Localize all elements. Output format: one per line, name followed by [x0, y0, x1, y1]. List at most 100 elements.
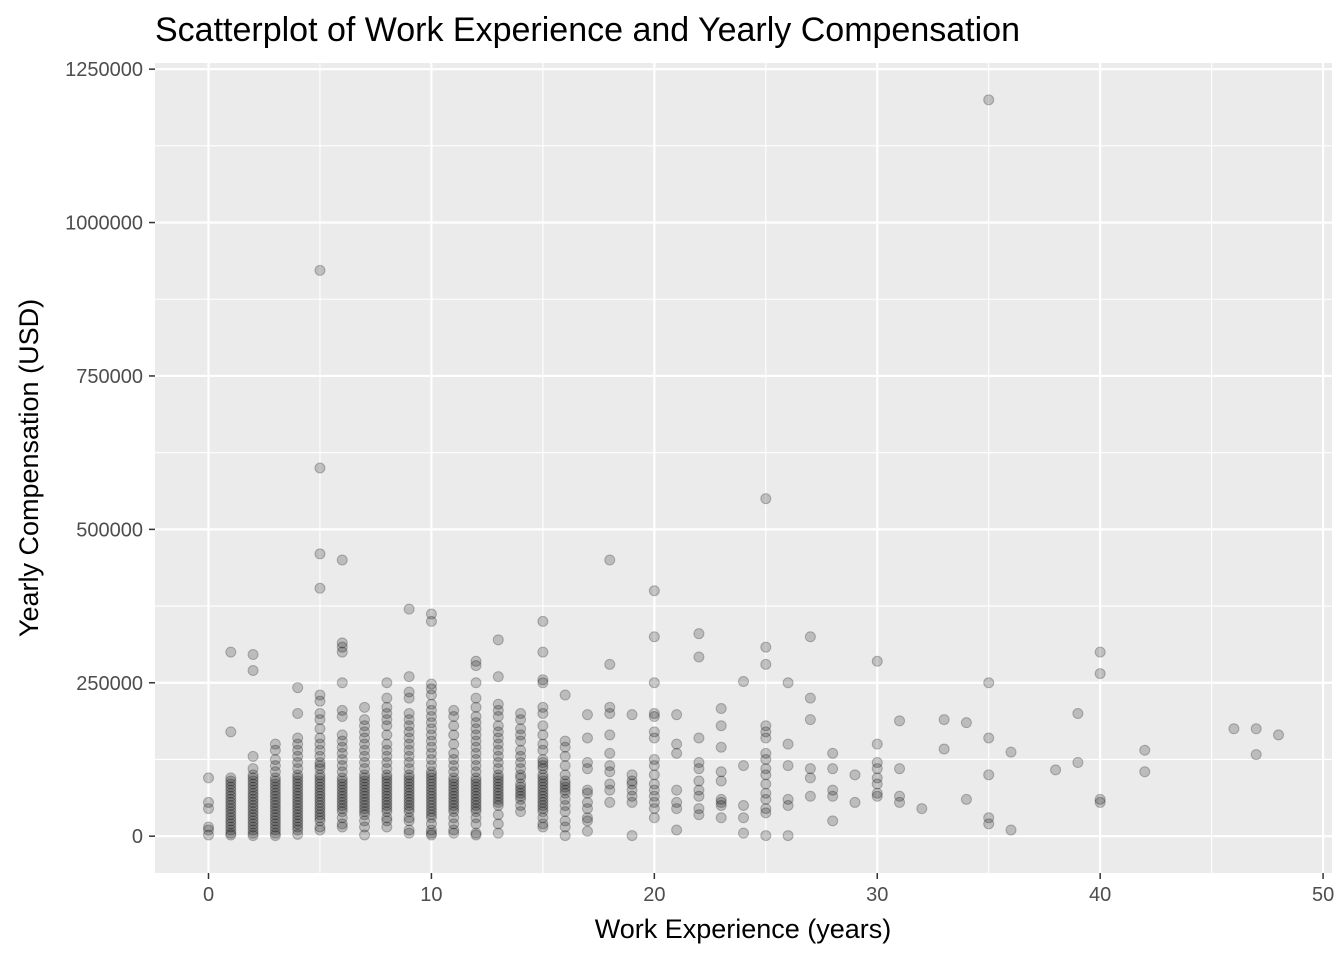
data-point: [247, 793, 259, 805]
data-point: [359, 803, 371, 815]
data-point: [381, 787, 393, 799]
data-point: [225, 812, 237, 824]
data-point: [247, 772, 259, 784]
data-point: [314, 707, 326, 719]
data-point: [359, 732, 371, 744]
data-point: [359, 829, 371, 841]
data-point: [314, 757, 326, 769]
data-point: [648, 711, 660, 723]
data-point: [425, 766, 437, 778]
chart-title: Scatterplot of Work Experience and Yearl…: [155, 11, 1020, 49]
data-point: [515, 787, 527, 799]
data-point: [492, 634, 504, 646]
data-point: [559, 800, 571, 811]
data-point: [403, 707, 415, 719]
data-point: [470, 784, 482, 796]
data-point: [492, 726, 504, 738]
data-point: [403, 778, 415, 790]
data-point: [581, 732, 593, 744]
data-point: [403, 732, 415, 744]
data-point: [403, 757, 415, 769]
data-point: [760, 753, 772, 765]
data-point: [425, 608, 437, 620]
data-point: [225, 796, 237, 808]
data-point: [537, 738, 549, 750]
data-point: [715, 793, 727, 805]
data-point: [403, 781, 415, 793]
data-point: [782, 738, 794, 750]
data-point: [336, 641, 348, 653]
data-point: [1273, 729, 1284, 741]
data-point: [760, 658, 772, 670]
data-point: [448, 738, 460, 750]
data-point: [715, 800, 727, 811]
data-point: [381, 738, 393, 750]
data-point: [894, 790, 906, 802]
data-point: [403, 806, 415, 818]
data-point: [492, 781, 504, 793]
data-point: [581, 757, 593, 769]
data-point: [693, 732, 705, 744]
data-point: [470, 772, 482, 784]
data-point: [648, 631, 660, 643]
data-point: [537, 615, 549, 627]
data-point: [470, 778, 482, 790]
data-point: [671, 824, 683, 836]
data-point: [247, 649, 259, 661]
data-point: [693, 757, 705, 769]
data-point: [247, 787, 259, 799]
data-point: [403, 686, 415, 698]
data-point: [292, 824, 304, 836]
data-point: [314, 695, 326, 707]
data-point: [314, 738, 326, 750]
data-point: [804, 714, 816, 726]
data-point: [425, 717, 437, 729]
data-point: [314, 775, 326, 787]
data-point: [425, 683, 437, 695]
data-point: [537, 790, 549, 802]
data-point: [425, 760, 437, 772]
data-point: [448, 778, 460, 790]
data-point: [269, 812, 281, 824]
data-point: [782, 800, 794, 811]
data-point: [515, 763, 527, 775]
data-point: [849, 769, 861, 781]
data-point: [960, 793, 972, 805]
data-point: [715, 766, 727, 778]
data-point: [314, 824, 326, 836]
data-point: [403, 603, 415, 615]
x-tick-label: 20: [643, 884, 665, 906]
data-point: [292, 784, 304, 796]
data-point: [537, 784, 549, 796]
data-point: [425, 689, 437, 701]
data-point: [492, 778, 504, 790]
data-point: [693, 790, 705, 802]
data-point: [403, 720, 415, 732]
data-point: [336, 821, 348, 833]
data-point: [559, 787, 571, 799]
data-point: [269, 818, 281, 830]
data-point: [292, 818, 304, 830]
data-point: [760, 830, 772, 842]
data-point: [782, 677, 794, 689]
y-axis: 0 250000 500000 750000 1000000 1250000: [65, 59, 155, 848]
data-point: [336, 747, 348, 759]
data-point: [760, 787, 772, 799]
data-point: [269, 784, 281, 796]
data-point: [804, 772, 816, 784]
data-point: [403, 726, 415, 738]
data-point: [470, 655, 482, 667]
data-point: [515, 714, 527, 726]
data-point: [381, 763, 393, 775]
data-point: [225, 781, 237, 793]
data-point: [492, 698, 504, 710]
data-point: [247, 796, 259, 808]
data-point: [782, 793, 794, 805]
data-point: [336, 753, 348, 765]
data-point: [336, 677, 348, 689]
data-point: [425, 829, 437, 841]
data-point: [448, 796, 460, 808]
data-point: [359, 701, 371, 713]
data-point: [559, 775, 571, 787]
data-point: [292, 828, 304, 840]
